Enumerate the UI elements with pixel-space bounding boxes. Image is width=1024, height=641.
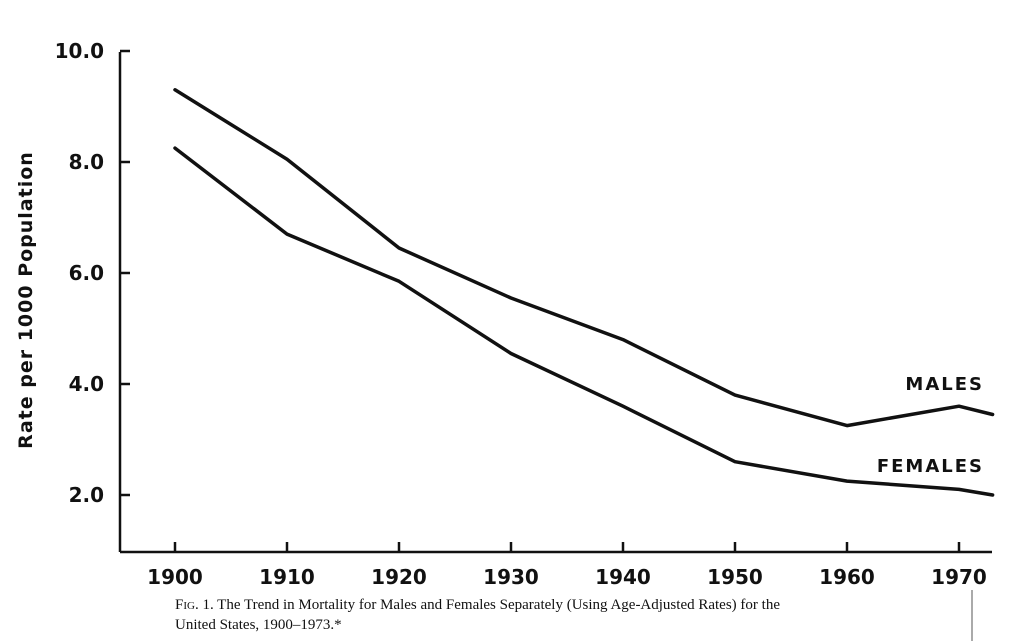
- series-label-males: MALES: [905, 374, 984, 395]
- caption-prefix: Fig. 1.: [175, 597, 214, 613]
- x-tick-label: 1900: [147, 565, 203, 589]
- x-tick-label: 1960: [819, 565, 875, 589]
- figure-caption: Fig. 1. The Trend in Mortality for Males…: [175, 595, 815, 635]
- y-tick-label: 8.0: [69, 150, 104, 174]
- y-axis-ticks: 2.0 4.0 6.0 8.0 10.0: [55, 39, 130, 507]
- x-tick-label: 1920: [371, 565, 427, 589]
- chart-axes: [118, 52, 992, 554]
- y-tick-label: 2.0: [69, 483, 104, 507]
- x-tick-label: 1950: [707, 565, 763, 589]
- y-tick-label: 10.0: [55, 39, 104, 63]
- x-axis-ticks: 1900 1910 1920 1930 1940 1950 1960 1970: [147, 542, 987, 589]
- caption-text: The Trend in Mortality for Males and Fem…: [175, 597, 780, 633]
- x-tick-label: 1910: [259, 565, 315, 589]
- series-line-females: [173, 146, 995, 497]
- y-tick-label: 4.0: [69, 372, 104, 396]
- series-line-males: [173, 88, 995, 428]
- series-label-females: FEMALES: [877, 456, 984, 477]
- x-tick-label: 1930: [483, 565, 539, 589]
- y-axis-title: Rate per 1000 Population: [15, 151, 37, 449]
- chart-series-lines: [173, 88, 995, 497]
- x-tick-label: 1970: [931, 565, 987, 589]
- x-tick-label: 1940: [595, 565, 651, 589]
- y-tick-label: 6.0: [69, 261, 104, 285]
